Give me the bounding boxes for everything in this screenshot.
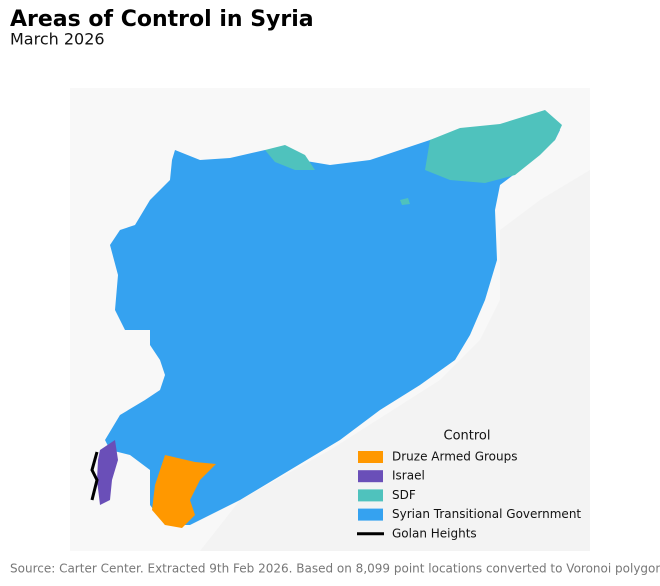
legend-swatch (358, 508, 383, 521)
legend: Control Druze Armed Groups Israel SDF Syria… (357, 429, 581, 540)
legend-label: Golan Heights (392, 526, 477, 540)
sdf-area-northeast (425, 110, 562, 183)
source-note: Source: Carter Center. Extracted 9th Feb… (10, 562, 660, 576)
legend-label: Druze Armed Groups (392, 450, 518, 464)
legend-title: Control (444, 429, 491, 444)
subtitle: March 2026 (10, 30, 105, 49)
title: Areas of Control in Syria (10, 7, 314, 32)
legend-swatch (358, 470, 383, 483)
israel-area (97, 440, 118, 505)
legend-swatch (358, 489, 383, 502)
golan-line (90, 451, 99, 501)
sdf-area-kobani (265, 145, 315, 170)
legend-label: Israel (392, 469, 425, 483)
legend-label: Syrian Transitional Government (392, 507, 581, 521)
stg-area (105, 122, 560, 525)
legend-label: SDF (392, 488, 416, 502)
druze-area (152, 455, 216, 528)
legend-swatch (358, 451, 383, 463)
sdf-area-small (400, 198, 410, 205)
